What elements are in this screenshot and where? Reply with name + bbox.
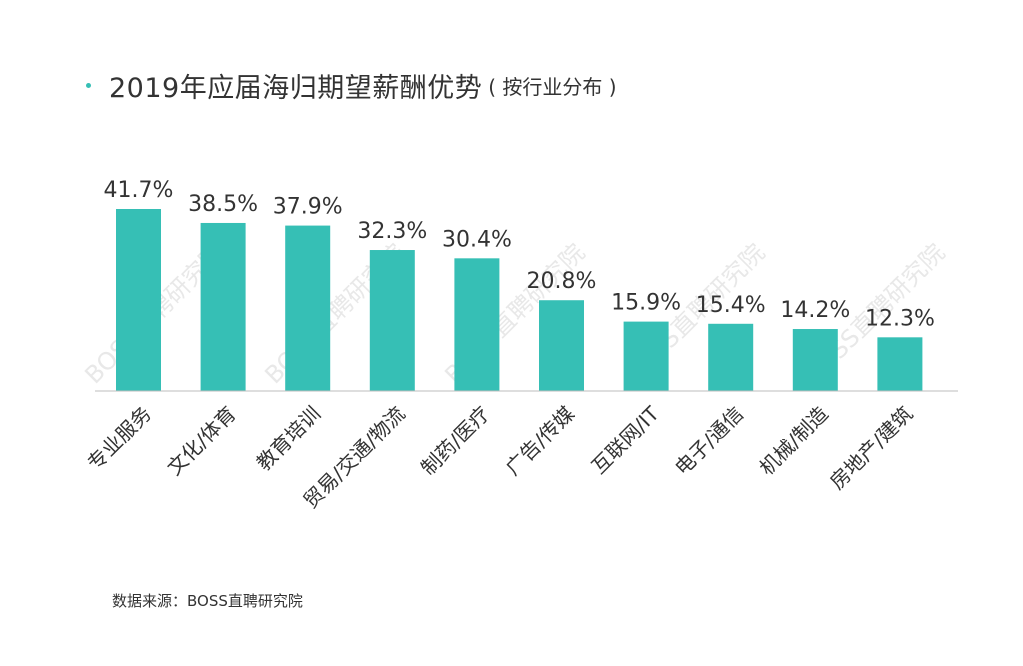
data-label: 15.4% [696, 293, 766, 318]
chart-title: 2019年应届海归期望薪酬优势 [109, 73, 483, 104]
data-label: 38.5% [188, 192, 258, 217]
chart-title-row: 2019年应届海归期望薪酬优势 ( 按行业分布 ) [86, 66, 617, 105]
category-label: 广告/传媒 [501, 402, 579, 480]
bar [539, 300, 584, 391]
bar [877, 337, 923, 391]
data-label: 15.9% [611, 291, 681, 316]
category-label: 教育培训 [252, 402, 326, 476]
title-bullet-icon [86, 83, 91, 88]
bar [708, 323, 754, 391]
chart-subtitle: ( 按行业分布 ) [488, 75, 617, 99]
data-label: 32.3% [357, 219, 427, 244]
data-label: 30.4% [442, 227, 512, 252]
category-label: 专业服务 [82, 402, 156, 476]
bar [623, 321, 669, 391]
bar [454, 258, 500, 391]
data-label: 37.9% [273, 195, 343, 220]
bar [200, 222, 246, 391]
bar [285, 225, 331, 391]
bar [116, 209, 161, 391]
category-label: 互联网/IT [587, 401, 665, 479]
category-label: 制药/医疗 [416, 402, 494, 480]
bar [792, 329, 838, 391]
category-label: 电子/通信 [670, 402, 748, 480]
category-label: 文化/体育 [162, 402, 240, 480]
bar [369, 250, 415, 391]
category-label: 机械/制造 [755, 402, 833, 480]
data-labels-layer: 41.7% 38.5% 37.9% 32.3% 30.4% 20.8% 15.9% 15.4%… [104, 178, 935, 331]
data-source-note: 数据来源：BOSS直聘研究院 [112, 592, 303, 610]
category-label: 房地产/建筑 [825, 402, 917, 494]
data-label: 14.2% [780, 298, 850, 323]
data-label: 41.7% [104, 178, 174, 203]
bars-layer [116, 209, 923, 391]
data-label: 20.8% [527, 269, 597, 294]
data-label: 12.3% [865, 306, 935, 331]
